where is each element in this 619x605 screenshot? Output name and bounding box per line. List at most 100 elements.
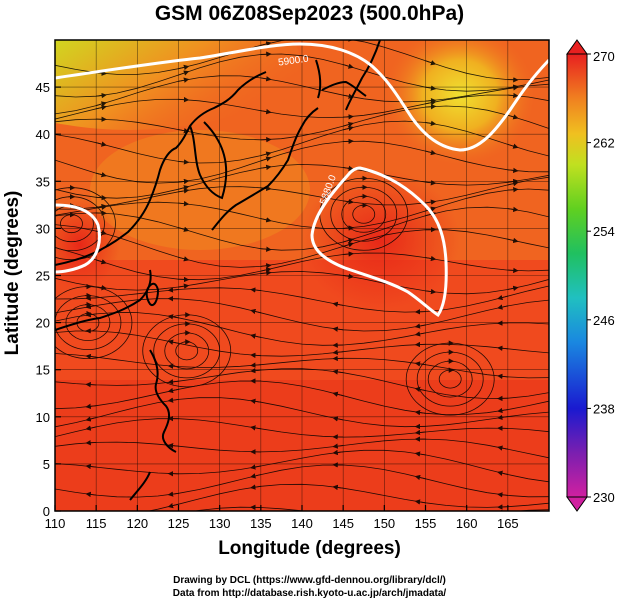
streamline xyxy=(55,312,549,346)
stream-arrow xyxy=(497,445,508,451)
stream-arrow xyxy=(332,484,344,491)
stream-arrow xyxy=(96,141,107,147)
x-tick-label: 145 xyxy=(332,516,354,531)
stream-arrow xyxy=(250,333,261,339)
stream-arrow xyxy=(507,180,519,187)
x-tick-label: 160 xyxy=(456,516,478,531)
stream-arrow xyxy=(250,484,261,490)
stream-arrow xyxy=(85,403,97,410)
stream-arrow xyxy=(332,301,344,307)
contour-5880-west xyxy=(55,203,101,274)
streamline xyxy=(55,464,549,498)
stream-arrow xyxy=(507,186,519,193)
stream-arrow xyxy=(425,288,437,295)
colorbar: 230 238 246 254 262 270 xyxy=(566,39,615,512)
streamlines xyxy=(55,40,549,511)
map-title: GSM 06Z08Sep2023 (500.0hPa) xyxy=(154,2,465,25)
colorbar-tick-label: 262 xyxy=(593,136,615,151)
stream-arrow xyxy=(260,51,272,57)
stream-arrow xyxy=(343,63,354,69)
stream-arrow xyxy=(85,425,97,431)
colorbar-tick-label: 246 xyxy=(593,313,615,328)
stream-arrow xyxy=(343,125,354,132)
y-tick-label: 35 xyxy=(36,174,50,189)
streamline xyxy=(55,380,549,416)
y-tick-label: 10 xyxy=(36,410,50,425)
stream-arrow xyxy=(85,440,97,446)
stream-arrow xyxy=(178,283,190,289)
streamline xyxy=(55,224,549,268)
x-tick-label: 165 xyxy=(497,516,519,531)
contour-5880 xyxy=(310,166,448,318)
streamline xyxy=(55,438,549,459)
cold-region-nw xyxy=(55,40,300,130)
streamline xyxy=(55,330,549,357)
lat-lon-grid xyxy=(55,40,549,511)
stream-arrow xyxy=(343,93,354,99)
stream-arrow xyxy=(178,226,190,232)
stream-arrow xyxy=(260,246,272,252)
stream-arrow xyxy=(497,304,508,310)
y-axis-ticks: 0 5 10 15 20 25 30 35 40 45 xyxy=(36,80,61,519)
stream-arrow xyxy=(497,504,508,510)
stream-arrow xyxy=(414,386,426,393)
stream-arrow xyxy=(96,194,107,201)
stream-arrow xyxy=(96,101,107,107)
credits-data: Data from http://database.rish.kyoto-u.a… xyxy=(172,588,447,599)
stream-arrow xyxy=(178,188,190,194)
stream-arrow xyxy=(332,416,344,422)
stream-arrow xyxy=(167,339,179,345)
x-tick-label: 110 xyxy=(45,516,66,531)
colorbar-ticks: 230 238 246 254 262 270 xyxy=(587,49,615,505)
stream-arrow xyxy=(497,492,508,498)
stream-arrow xyxy=(178,96,190,103)
stream-arrow xyxy=(343,251,354,257)
stream-arrow xyxy=(497,414,508,421)
x-tick-label: 150 xyxy=(373,516,395,531)
x-tick-label: 125 xyxy=(168,516,190,531)
stream-arrow xyxy=(167,491,179,497)
stream-arrow xyxy=(332,326,344,332)
colorbar-tick-label: 230 xyxy=(593,490,615,505)
cold-region-ne xyxy=(385,40,535,165)
stream-arrow xyxy=(178,77,190,83)
stream-arrow xyxy=(85,416,97,422)
x-tick-label: 120 xyxy=(126,516,148,531)
stream-arrow xyxy=(178,70,190,76)
stream-arrow xyxy=(425,149,437,156)
map-field xyxy=(55,40,549,511)
stream-arrow xyxy=(414,361,426,367)
stream-arrow xyxy=(250,425,261,431)
streamline xyxy=(55,188,549,229)
streamline xyxy=(55,298,549,332)
y-tick-label: 20 xyxy=(36,316,50,331)
stream-arrow xyxy=(178,185,190,191)
stream-arrow xyxy=(85,463,97,470)
credits-drawing: Drawing by DCL (https://www.gfd-dennou.o… xyxy=(173,575,446,586)
y-tick-label: 5 xyxy=(43,457,50,472)
stream-arrow xyxy=(507,237,519,244)
stream-arrow xyxy=(260,156,272,162)
stream-arrow xyxy=(497,294,508,301)
stream-arrow xyxy=(250,362,261,368)
streamline xyxy=(55,163,549,199)
stream-arrow xyxy=(497,345,508,351)
y-tick-label: 15 xyxy=(36,363,50,378)
stream-arrow xyxy=(167,287,179,293)
contour-5900 xyxy=(55,42,549,152)
stream-arrow xyxy=(343,242,354,248)
streamline xyxy=(55,105,549,141)
stream-arrow xyxy=(260,108,272,115)
stream-arrow xyxy=(167,379,179,385)
stream-arrow xyxy=(497,373,508,380)
colorbar-top-arrow xyxy=(566,39,588,55)
stream-arrow xyxy=(167,442,179,449)
stream-arrow xyxy=(497,470,508,476)
stream-arrow xyxy=(260,217,272,223)
x-tick-label: 135 xyxy=(250,516,272,531)
stream-arrow xyxy=(167,387,179,394)
stream-arrow xyxy=(250,464,261,470)
x-axis-label: Longitude (degrees) xyxy=(218,538,401,559)
y-tick-label: 40 xyxy=(36,127,50,142)
stream-arrow xyxy=(85,353,97,360)
